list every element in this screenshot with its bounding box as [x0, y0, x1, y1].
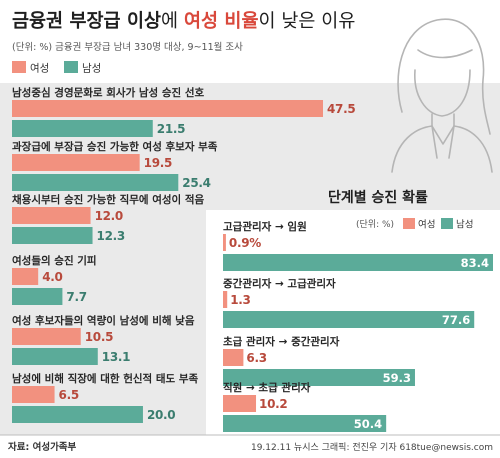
bar-female-label: 19.5 [144, 156, 172, 170]
reason-category-label: 남성에 비해 직장에 대한 헌신적 태도 부족 [12, 372, 198, 385]
shoulders-outline [391, 125, 493, 173]
bar-male [12, 288, 63, 305]
bar-male-label: 12.3 [97, 229, 125, 243]
bar-male-label: 7.7 [66, 290, 86, 304]
bar-female-label: 47.5 [327, 102, 355, 116]
stage-category-label: 고급관리자 → 임원 [223, 220, 307, 233]
bar-male [12, 120, 153, 137]
stage-bar-female [223, 291, 228, 308]
stage-category-label: 중간관리자 → 고급관리자 [223, 277, 336, 290]
stage-legend-female-swatch [403, 218, 415, 229]
page-title-part: 금융권 부장급 이상 [12, 11, 161, 32]
bar-female [12, 154, 140, 171]
stage-bar-male [223, 369, 415, 386]
fringe-line [417, 49, 473, 59]
face-outline [414, 69, 471, 117]
stage-legend-male-swatch [441, 218, 453, 229]
stage-bar-male-label: 77.6 [442, 313, 470, 327]
bar-male-label: 21.5 [157, 122, 185, 136]
stage-legend-female-label: 여성 [418, 219, 435, 231]
legend-female-swatch [12, 61, 26, 73]
stage-legend-male-label: 남성 [456, 220, 473, 231]
stage-bar-male-label: 59.3 [383, 371, 411, 385]
stage-chart-title: 단계별 승진 확률 [328, 189, 428, 206]
collar-lines [431, 125, 455, 159]
legend-female-label: 여성 [30, 63, 49, 75]
footer-source: 자료: 여성가족부 [8, 441, 77, 453]
reason-category-label: 여성들의 승진 기피 [12, 254, 97, 267]
bar-female-label: 6.5 [59, 388, 79, 402]
reason-category-label: 과장급에 부장급 승진 가능한 여성 후보자 부족 [12, 140, 218, 153]
bar-female-label: 10.5 [85, 330, 113, 344]
footer-credit: 19.12.11 뉴시스 그래픽: 전진우 기자 618tue@newsis.c… [251, 442, 493, 453]
bar-male-label: 13.1 [102, 350, 130, 364]
chart-subtitle: (단위: %) 금융권 부장급 남녀 330명 대상, 9~11월 조사 [12, 41, 243, 53]
page-title-part: 이 낮은 이유 [258, 11, 355, 32]
bar-male [12, 174, 179, 191]
page-title-part: 에 [161, 11, 184, 32]
stage-bar-male [223, 415, 387, 432]
stage-bar-female [223, 234, 226, 251]
woman-illustration-icon [391, 18, 493, 173]
bar-female-label: 4.0 [42, 270, 62, 284]
stage-category-label: 초급 관리자 → 중간관리자 [223, 335, 340, 348]
bar-male [12, 348, 98, 365]
stage-bar-female-label: 6.3 [246, 351, 266, 365]
bar-female-label: 12.0 [95, 209, 123, 223]
legend-male-swatch [64, 61, 78, 73]
bar-female [12, 268, 39, 285]
bar-male [12, 227, 93, 244]
stage-bar-female [223, 349, 244, 366]
stage-bar-male [223, 254, 493, 271]
reason-category-label: 여성 후보자들의 역량이 남성에 비해 낮음 [12, 314, 195, 327]
reason-category-label: 채용시부터 승진 가능한 직무에 여성이 적음 [12, 193, 204, 206]
stage-bar-female-label: 1.3 [230, 293, 250, 307]
stage-chart-unit: (단위: %) [356, 219, 394, 230]
bar-female [12, 100, 323, 117]
bar-male-label: 20.0 [147, 408, 175, 422]
bar-male [12, 406, 143, 423]
stage-bar-male-label: 50.4 [354, 417, 382, 431]
bar-male-label: 25.4 [182, 176, 210, 190]
stage-bar-male-label: 83.4 [461, 256, 489, 270]
stage-category-label: 직원 → 초급 관리자 [223, 381, 311, 394]
bar-female [12, 386, 55, 403]
legend-male-label: 남성 [82, 63, 101, 75]
stage-bar-male [223, 311, 475, 328]
stage-bar-female-label: 10.2 [259, 397, 287, 411]
neck-lines [431, 113, 455, 127]
bar-female [12, 328, 81, 345]
stage-bar-female-label: 0.9% [229, 236, 261, 250]
reason-category-label: 남성중심 경영문화로 회사가 남성 승진 선호 [12, 86, 204, 99]
page-title-part: 여성 비율 [184, 11, 259, 32]
hair-outline [397, 18, 491, 135]
page-title: 금융권 부장급 이상에 여성 비율이 낮은 이유 [12, 11, 355, 32]
bar-female [12, 207, 91, 224]
stage-bar-female [223, 395, 257, 412]
